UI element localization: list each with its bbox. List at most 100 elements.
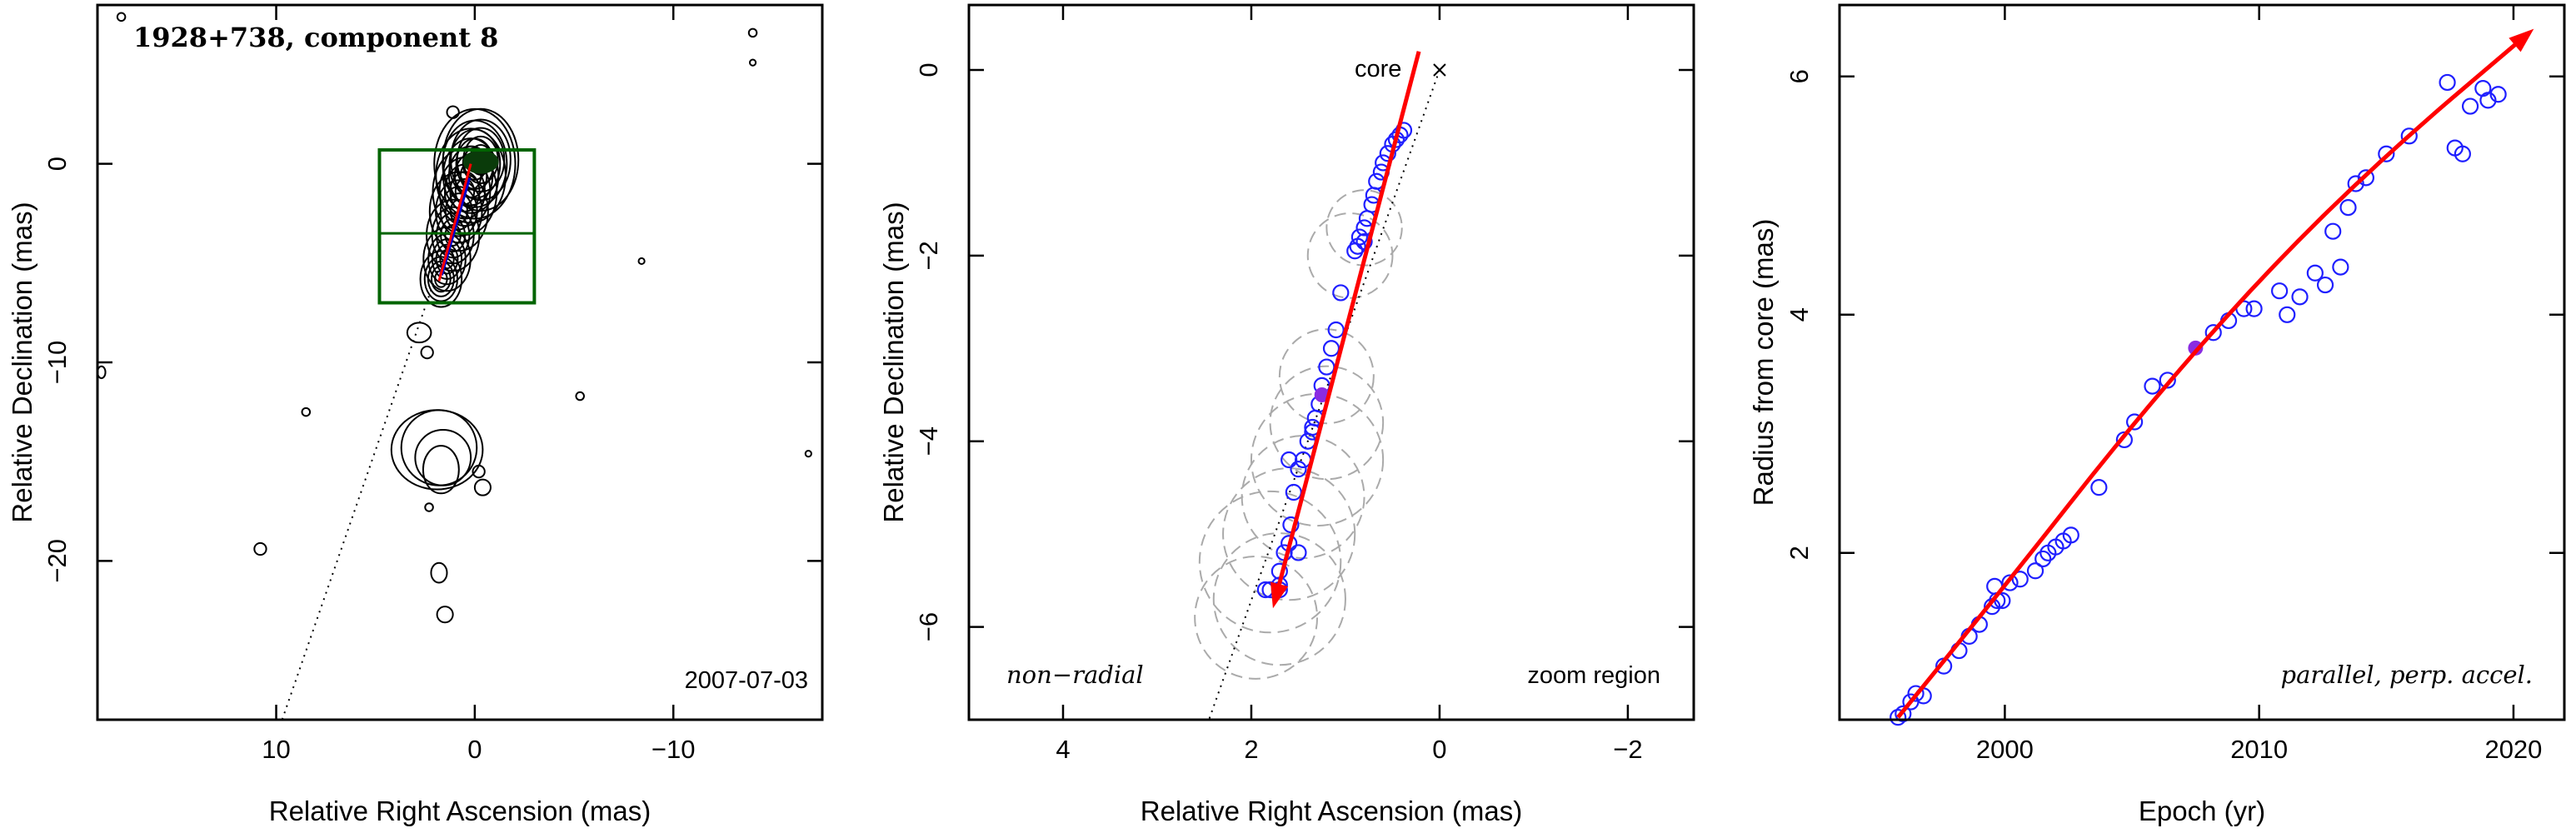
y-tick-label: 2 xyxy=(1785,546,1814,560)
panel-left-contour-map: 10 0 −10 0 −10 −20 1928+738, component 8 2007… xyxy=(7,3,824,826)
fit-model-label: parallel, perp. accel. xyxy=(2281,661,2533,689)
contour-map-content xyxy=(97,12,812,721)
non-radial-label: non−radial xyxy=(1006,661,1144,689)
data-point xyxy=(2115,431,2133,449)
zoom-region-content xyxy=(1194,51,1446,721)
y-tick-label: 0 xyxy=(42,157,72,171)
component-size-circle xyxy=(1269,365,1385,481)
fit-curve-arrow-head xyxy=(2509,28,2534,52)
panel-middle-axes: 4 2 0 −2 0 −2 −4 −6 xyxy=(914,5,1694,764)
data-point xyxy=(2306,264,2324,282)
flux-contour xyxy=(116,12,127,22)
data-point xyxy=(2001,574,2019,591)
panel-right-radius-vs-epoch: 2000 2010 2020 2 4 6 parallel, perp. accel. E… xyxy=(1748,3,2566,826)
component-size-circle xyxy=(1198,490,1342,634)
flux-contour xyxy=(446,105,460,119)
data-point xyxy=(2400,127,2418,145)
flux-contour xyxy=(390,409,484,491)
data-point xyxy=(2204,324,2222,342)
panel-right-frame xyxy=(1838,3,2566,721)
data-point xyxy=(2316,276,2334,294)
flux-contour xyxy=(637,257,646,266)
flux-contour xyxy=(424,502,434,512)
x-tick-label: 10 xyxy=(262,735,290,764)
flux-contour xyxy=(444,223,462,247)
data-point xyxy=(2279,306,2296,323)
y-tick-label: −4 xyxy=(914,426,943,456)
x-tick-label: 2020 xyxy=(2484,735,2542,764)
x-tick-label: 4 xyxy=(1056,735,1070,764)
flux-contour xyxy=(442,137,500,214)
data-point xyxy=(1332,284,1350,302)
data-point xyxy=(2126,413,2144,431)
zoom-region-box xyxy=(377,147,537,305)
data-point xyxy=(2479,92,2497,109)
y-tick-label: −2 xyxy=(914,241,943,270)
flux-contour xyxy=(414,429,472,486)
data-point xyxy=(2011,571,2029,588)
y-tick-label: 0 xyxy=(914,62,943,77)
data-point xyxy=(2271,282,2289,300)
data-point xyxy=(2245,300,2263,317)
component-size-circle xyxy=(1212,532,1346,666)
y-tick-label: 6 xyxy=(1785,69,1814,83)
x-tick-label: 0 xyxy=(1432,735,1446,764)
flux-contour xyxy=(428,171,489,252)
component-size-circle xyxy=(1278,328,1375,425)
data-point xyxy=(2144,377,2161,395)
core-label: core xyxy=(1355,56,1401,82)
panel-left-y-axis-label: Relative Declination (mas) xyxy=(7,202,37,522)
data-point xyxy=(2291,288,2309,306)
panel-left-axes: 10 0 −10 0 −10 −20 xyxy=(42,5,822,764)
x-tick-label: −10 xyxy=(651,735,696,764)
jet-direction-line xyxy=(281,163,476,721)
data-point xyxy=(2026,562,2044,580)
panel-right-y-axis-label: Radius from core (mas) xyxy=(1748,219,1779,506)
radius-epoch-content xyxy=(1890,28,2534,726)
flux-contour xyxy=(419,250,463,308)
motion-arrow-head xyxy=(1270,581,1289,609)
core-fill xyxy=(462,149,499,174)
panel-middle-x-axis-label: Relative Right Ascension (mas) xyxy=(1141,796,1523,826)
panel-right-axes: 2000 2010 2020 2 4 6 xyxy=(1785,5,2564,764)
flux-contour xyxy=(420,345,434,360)
panel-middle-frame xyxy=(967,3,1695,721)
data-point xyxy=(1285,483,1302,501)
flux-contour xyxy=(430,265,452,293)
x-tick-label: 2010 xyxy=(2230,735,2288,764)
component-size-circle xyxy=(1250,392,1385,527)
data-point xyxy=(2324,222,2342,240)
data-point xyxy=(2378,145,2395,162)
x-tick-label: −2 xyxy=(1613,735,1642,764)
y-tick-label: −6 xyxy=(914,612,943,641)
data-point xyxy=(2339,199,2357,217)
core-marker xyxy=(1433,63,1446,77)
y-tick-label: −10 xyxy=(42,341,72,385)
data-point xyxy=(2357,169,2374,187)
panel-middle-y-axis-label: Relative Declination (mas) xyxy=(878,202,909,522)
x-tick-label: 0 xyxy=(467,735,482,764)
flux-contour xyxy=(253,541,267,556)
data-point xyxy=(1281,451,1298,469)
data-point xyxy=(2439,73,2456,92)
data-point xyxy=(2034,550,2052,568)
data-point xyxy=(1907,685,1925,702)
data-point xyxy=(2062,526,2079,544)
flux-contour xyxy=(436,606,454,624)
y-tick-label: −20 xyxy=(42,539,72,583)
data-point xyxy=(2347,175,2364,192)
panel-right-x-axis-label: Epoch (yr) xyxy=(2139,796,2265,826)
flux-contour xyxy=(423,256,458,302)
data-point xyxy=(1327,321,1345,339)
data-point xyxy=(1890,709,1907,726)
data-point xyxy=(2461,97,2479,115)
x-tick-label: 2000 xyxy=(1976,735,2034,764)
y-tick-label: 4 xyxy=(1785,307,1814,322)
x-tick-label: 2 xyxy=(1244,735,1258,764)
component-size-circle xyxy=(1194,555,1319,680)
flux-contour xyxy=(435,127,507,224)
flux-contour xyxy=(422,226,472,292)
flux-contour xyxy=(430,561,448,584)
flux-contour xyxy=(575,391,585,402)
